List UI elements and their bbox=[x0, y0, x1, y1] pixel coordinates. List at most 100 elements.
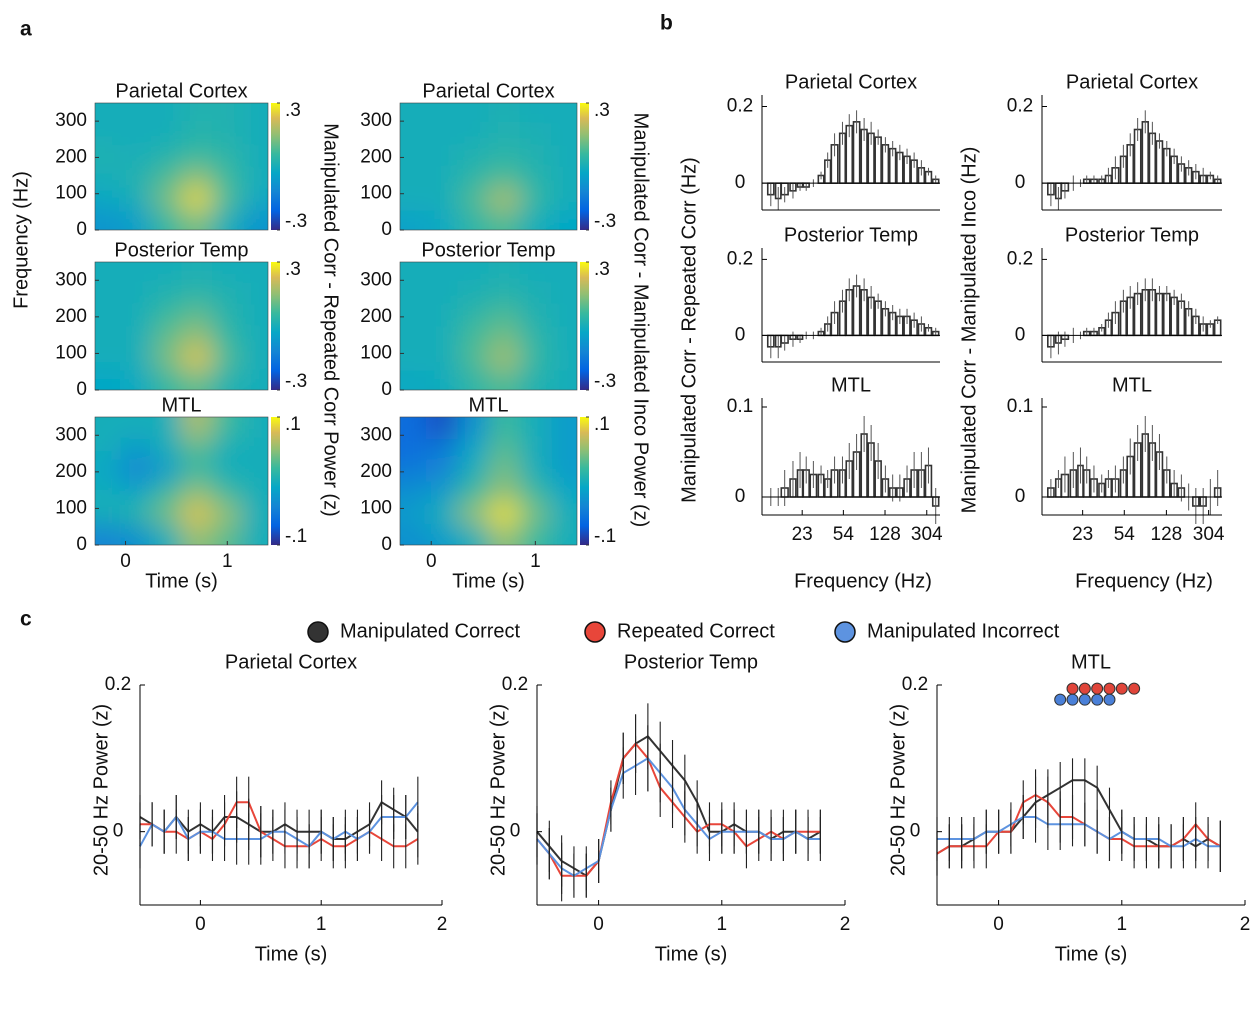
y-tick-label: 0 bbox=[1015, 486, 1026, 507]
heatmap-cell bbox=[400, 122, 427, 146]
heatmap-cell bbox=[488, 304, 521, 327]
heatmap-cell bbox=[120, 481, 152, 504]
heatmap-cell bbox=[550, 166, 577, 189]
heatmap-cell bbox=[400, 502, 427, 526]
heatmap-cell bbox=[550, 524, 577, 545]
heatmap-cell bbox=[426, 524, 458, 545]
heatmap-cell bbox=[150, 262, 182, 283]
heatmap-cell bbox=[150, 210, 182, 230]
heatmap-cell bbox=[426, 282, 458, 305]
heatmap-cell bbox=[120, 188, 152, 211]
heatmap-cell bbox=[95, 188, 121, 211]
y-tick-label: 200 bbox=[360, 146, 392, 167]
x-tick-label: 1 bbox=[222, 551, 233, 572]
heatmap-cell bbox=[457, 369, 489, 390]
significance-marker bbox=[1115, 682, 1128, 695]
colorbar bbox=[271, 103, 280, 230]
heatmap-cell bbox=[519, 282, 552, 305]
heatmap-cell bbox=[519, 304, 552, 327]
heatmap-cell bbox=[426, 210, 458, 230]
y-tick-label: 0 bbox=[76, 534, 87, 555]
heatmap-cell bbox=[212, 210, 244, 230]
heatmap-cell bbox=[242, 262, 268, 283]
heatmap-cell bbox=[212, 502, 244, 526]
heatmap-cell bbox=[95, 103, 121, 124]
heatmap-cell bbox=[120, 437, 152, 460]
legend-marker bbox=[584, 621, 606, 643]
heatmap-cell bbox=[120, 103, 152, 124]
x-tick-label: 128 bbox=[869, 524, 901, 545]
y-tick-label: 200 bbox=[55, 306, 87, 327]
x-tick-label: 2 bbox=[840, 914, 851, 935]
heatmap-cell bbox=[212, 166, 244, 189]
heatmap-cell bbox=[120, 262, 152, 283]
x-tick-label: 0 bbox=[120, 551, 131, 572]
heatmap-cells bbox=[400, 417, 577, 545]
heatmap-cell bbox=[457, 502, 489, 526]
heatmap-cells bbox=[95, 262, 268, 390]
heatmap-cell bbox=[488, 144, 521, 167]
heatmap-cell bbox=[550, 304, 577, 327]
heatmap-cell bbox=[426, 417, 458, 438]
heatmap-cell bbox=[550, 103, 577, 124]
heatmap-cell bbox=[242, 122, 268, 146]
heatmap-cell bbox=[212, 369, 244, 390]
heatmap-cell bbox=[212, 417, 244, 438]
heatmap-cell bbox=[181, 304, 213, 327]
y-tick-label: 0 bbox=[1015, 324, 1026, 345]
heatmap-cell bbox=[426, 437, 458, 460]
series-line bbox=[936, 793, 1221, 855]
heatmap-cell bbox=[181, 524, 213, 545]
heatmap-cell bbox=[212, 188, 244, 211]
y-tick-label: 300 bbox=[360, 269, 392, 290]
series-line bbox=[139, 800, 419, 840]
heatmap-cell bbox=[457, 144, 489, 167]
colorbar bbox=[580, 417, 589, 545]
y-tick-label: 300 bbox=[55, 424, 87, 445]
heatmap-cell bbox=[457, 524, 489, 545]
series-line bbox=[937, 816, 1221, 848]
heatmap-cell bbox=[400, 417, 427, 438]
heatmap-cell bbox=[457, 417, 489, 438]
heatmap-cell bbox=[242, 282, 268, 305]
x-tick-label: 0 bbox=[593, 914, 604, 935]
heatmap-cell bbox=[120, 282, 152, 305]
heatmap-cell bbox=[488, 188, 521, 211]
heatmap-cell bbox=[242, 347, 268, 371]
panel-label: a bbox=[20, 18, 32, 41]
heatmap-cell bbox=[242, 103, 268, 124]
plot-frame bbox=[94, 416, 269, 546]
heatmap-cell bbox=[181, 417, 213, 438]
y-tick-label: 0 bbox=[381, 379, 392, 400]
heatmap-cell bbox=[550, 188, 577, 211]
heatmap-cell bbox=[150, 459, 182, 482]
heatmap-cell bbox=[488, 210, 521, 230]
heatmap-cell bbox=[242, 369, 268, 390]
x-tick-label: 23 bbox=[792, 524, 813, 545]
heatmap bbox=[400, 417, 577, 545]
heatmap-cell bbox=[457, 459, 489, 482]
colorbar-tick-label: -.3 bbox=[594, 211, 616, 232]
heatmap-cell bbox=[400, 166, 427, 189]
heatmap-cell bbox=[120, 166, 152, 189]
significance-marker bbox=[1078, 682, 1091, 695]
heatmap-cell bbox=[150, 502, 182, 526]
heatmap-cell bbox=[181, 282, 213, 305]
heatmap-cell bbox=[550, 437, 577, 460]
heatmap-cell bbox=[457, 103, 489, 124]
chart-title: Posterior Temp bbox=[114, 239, 248, 261]
heatmap-cell bbox=[488, 326, 521, 349]
legend-marker bbox=[307, 621, 329, 643]
heatmap-cell bbox=[426, 262, 458, 283]
chart-title: Posterior Temp bbox=[1065, 224, 1199, 246]
heatmap-cell bbox=[212, 326, 244, 349]
heatmap-cell bbox=[457, 122, 489, 146]
heatmap-cell bbox=[519, 459, 552, 482]
x-tick-label: 2 bbox=[1240, 914, 1251, 935]
heatmap-cell bbox=[400, 188, 427, 211]
heatmap-cell bbox=[150, 347, 182, 371]
heatmap-cell bbox=[181, 188, 213, 211]
heatmap-cells bbox=[400, 103, 577, 230]
y-tick-label: 300 bbox=[55, 110, 87, 131]
